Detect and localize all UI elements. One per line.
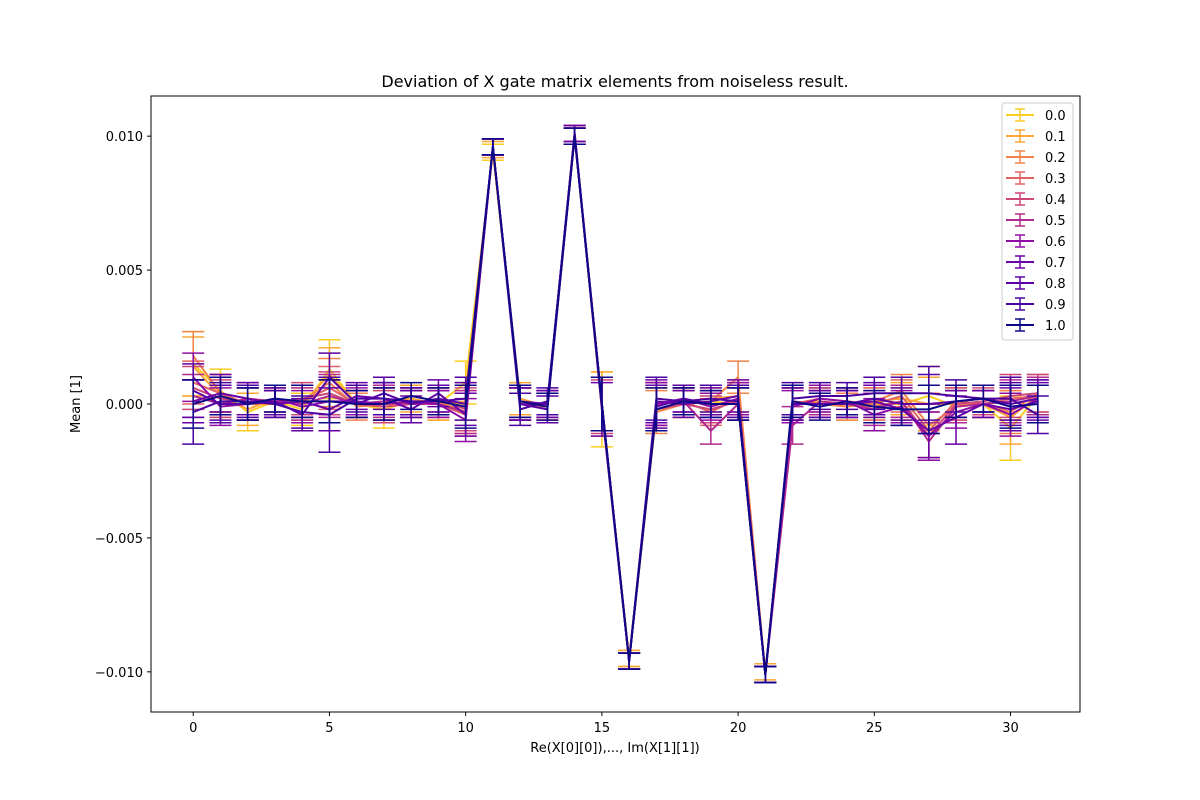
legend-entry: 0.9 xyxy=(1006,297,1066,313)
legend-entry: 0.6 xyxy=(1006,234,1066,250)
x-tick-label: 5 xyxy=(325,721,333,736)
chart-title: Deviation of X gate matrix elements from… xyxy=(381,72,848,91)
x-tick-label: 0 xyxy=(189,721,197,736)
series-1.0 xyxy=(182,127,1049,684)
y-tick-label: 0.005 xyxy=(106,264,143,279)
y-tick-label: 0.010 xyxy=(106,130,143,145)
legend-label: 0.9 xyxy=(1045,298,1066,313)
legend-label: 0.3 xyxy=(1045,172,1066,187)
legend-entry: 1.0 xyxy=(1006,318,1066,334)
legend-label: 0.7 xyxy=(1045,256,1066,271)
legend-label: 0.6 xyxy=(1045,235,1066,250)
legend-entry: 0.3 xyxy=(1006,171,1066,187)
x-tick-label: 15 xyxy=(594,721,611,736)
x-tick-label: 25 xyxy=(866,721,883,736)
plot-area xyxy=(182,124,1049,684)
legend: 0.0 0.1 0.2 0.3 0.4 0.5 0.6 0.7 0.8 0.9 1.0 xyxy=(1001,102,1074,341)
y-tick-label: 0.000 xyxy=(106,398,143,413)
series-line xyxy=(192,135,1038,676)
x-tick-label: 10 xyxy=(457,721,474,736)
y-tick-label: −0.010 xyxy=(95,666,143,681)
legend-entry: 0.7 xyxy=(1006,255,1066,271)
y-tick-label: −0.005 xyxy=(95,532,143,547)
legend-entry: 0.1 xyxy=(1006,129,1066,145)
y-axis-title: Mean [1] xyxy=(69,375,84,433)
legend-label: 1.0 xyxy=(1045,319,1066,334)
legend-entry: 0.2 xyxy=(1006,150,1066,166)
legend-entry: 0.4 xyxy=(1006,192,1066,208)
y-axis: −0.010 −0.005 0.000 0.005 0.010 xyxy=(95,130,151,681)
x-axis-title: Re(X[0][0]),..., Im(X[1][1]) xyxy=(530,741,700,756)
legend-label: 0.5 xyxy=(1045,214,1066,229)
x-axis: 0 5 10 15 20 25 30 xyxy=(189,712,1019,736)
legend-label: 0.2 xyxy=(1045,151,1066,166)
legend-label: 0.8 xyxy=(1045,277,1066,292)
x-tick-label: 20 xyxy=(730,721,747,736)
legend-label: 0.4 xyxy=(1045,193,1066,208)
legend-label: 0.1 xyxy=(1045,130,1066,145)
legend-label: 0.0 xyxy=(1045,109,1066,124)
legend-entry: 0.8 xyxy=(1006,276,1066,292)
legend-entry: 0.0 xyxy=(1006,108,1066,124)
legend-entry: 0.5 xyxy=(1006,213,1066,229)
x-tick-label: 30 xyxy=(1002,721,1019,736)
